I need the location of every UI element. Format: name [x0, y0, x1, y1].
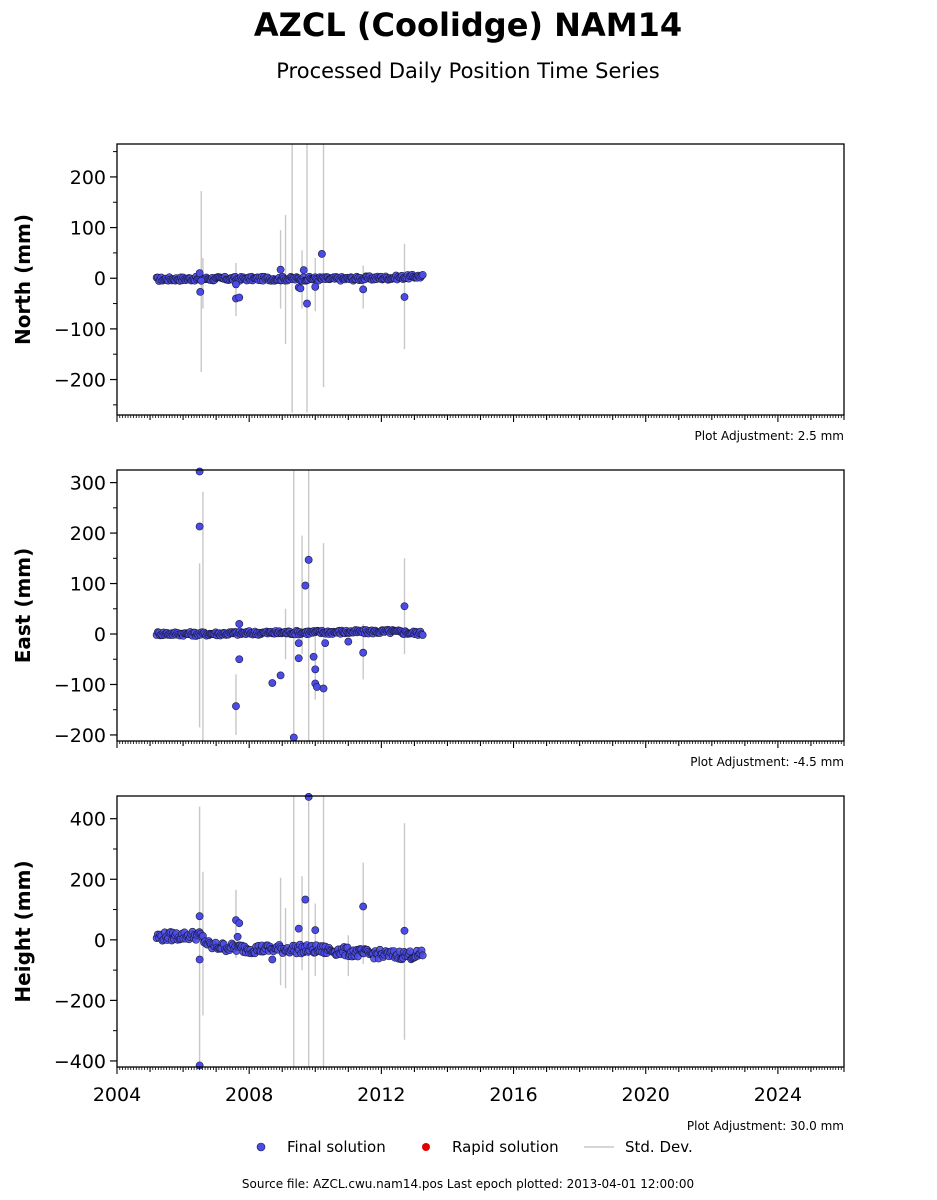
north-point [232, 280, 240, 289]
east-ytick-label: 100 [70, 574, 106, 596]
north-point [303, 299, 311, 308]
north-ytick-label: 0 [94, 268, 106, 290]
north-point [317, 250, 326, 258]
east-point [235, 620, 244, 628]
legend-final-marker [256, 1142, 266, 1152]
north-point [296, 284, 305, 293]
height-point [195, 955, 204, 964]
east-point [294, 654, 303, 663]
legend: Final solution Rapid solution Std. Dev. [256, 1138, 693, 1156]
north-point [299, 266, 308, 275]
east-plot-adjustment: Plot Adjustment: -4.5 mm [690, 755, 844, 769]
north-point [276, 265, 285, 274]
panels: −200 −100 0 100 200 North (mm) Plot Adjustment… [11, 143, 845, 1133]
east-point [304, 555, 313, 564]
east-point [195, 467, 204, 476]
panel-east: −200 −100 0 100 200 300 East (mm) Plot Adjustme… [11, 467, 845, 769]
height-point [359, 902, 368, 911]
north-point [400, 293, 409, 301]
east-point [311, 665, 320, 674]
east-point [359, 648, 368, 657]
north-ytick-label: −100 [54, 319, 106, 341]
east-point [309, 652, 318, 661]
east-ylabel: East (mm) [11, 548, 35, 664]
height-xtick-label: 2016 [489, 1084, 537, 1106]
north-ytick-label: −200 [54, 370, 106, 392]
height-point [418, 951, 427, 960]
east-point [276, 671, 285, 680]
height-point [233, 932, 242, 941]
east-ytick-label: 0 [94, 624, 106, 646]
height-xtick-label: 2020 [622, 1084, 670, 1106]
north-point [311, 282, 320, 291]
height-ytick-label: −400 [54, 1051, 106, 1073]
east-point [294, 639, 303, 647]
north-ylabel: North (mm) [11, 214, 35, 345]
chart-subtitle: Processed Daily Position Time Series [276, 59, 660, 83]
legend-final-label: Final solution [287, 1138, 386, 1156]
north-point [196, 288, 205, 296]
panel-height: −400 −200 0 200 400 2004 2008 2012 2016 2020 2024 H… [11, 793, 845, 1133]
height-ylabel: Height (mm) [11, 860, 35, 1002]
source-line: Source file: AZCL.cwu.nam14.pos Last epo… [242, 1177, 694, 1191]
height-point [235, 919, 244, 928]
north-point [197, 276, 206, 285]
north-point [359, 285, 368, 294]
height-ytick-label: 400 [70, 809, 106, 831]
height-point [311, 926, 320, 935]
east-point [235, 655, 244, 664]
height-xtick-label: 2012 [357, 1084, 405, 1106]
east-point [289, 733, 298, 742]
east-point [344, 637, 353, 646]
height-point [301, 895, 310, 904]
north-point [235, 293, 244, 302]
east-point [321, 639, 330, 647]
height-ytick-label: 0 [94, 930, 106, 952]
panel-north: −200 −100 0 100 200 North (mm) Plot Adjustment… [11, 143, 845, 443]
height-ytick-label: −200 [54, 990, 106, 1012]
chart-title: AZCL (Coolidge) NAM14 [254, 6, 682, 44]
east-point [418, 631, 427, 639]
height-point [406, 947, 414, 956]
height-point [294, 924, 303, 933]
legend-rapid-marker [422, 1143, 430, 1151]
east-point [268, 679, 277, 687]
east-point [195, 522, 204, 531]
east-point [313, 683, 321, 691]
east-point [400, 602, 409, 611]
height-point [400, 926, 409, 935]
height-ytick-label: 200 [70, 869, 106, 891]
east-ytick-label: 200 [70, 523, 106, 545]
height-point [195, 912, 204, 921]
east-ytick-label: −100 [54, 674, 106, 696]
east-frame [116, 469, 845, 742]
height-xtick-label: 2004 [93, 1084, 141, 1106]
height-frame [116, 795, 845, 1068]
east-point [232, 702, 240, 711]
east-point [301, 581, 310, 590]
legend-rapid-label: Rapid solution [452, 1138, 559, 1156]
north-point [195, 269, 204, 278]
height-xtick-label: 2024 [754, 1084, 802, 1106]
height-point [268, 955, 277, 964]
east-ytick-label: −200 [54, 725, 106, 747]
height-plot-adjustment: Plot Adjustment: 30.0 mm [687, 1119, 844, 1133]
north-ytick-label: 100 [70, 218, 106, 240]
legend-std-label: Std. Dev. [625, 1138, 693, 1156]
north-plot-adjustment: Plot Adjustment: 2.5 mm [695, 429, 844, 443]
north-ytick-label: 200 [70, 167, 106, 189]
height-point [304, 793, 313, 801]
north-point [418, 270, 427, 279]
east-point [319, 684, 328, 693]
east-ytick-label: 300 [70, 473, 106, 495]
height-xtick-label: 2008 [225, 1084, 273, 1106]
